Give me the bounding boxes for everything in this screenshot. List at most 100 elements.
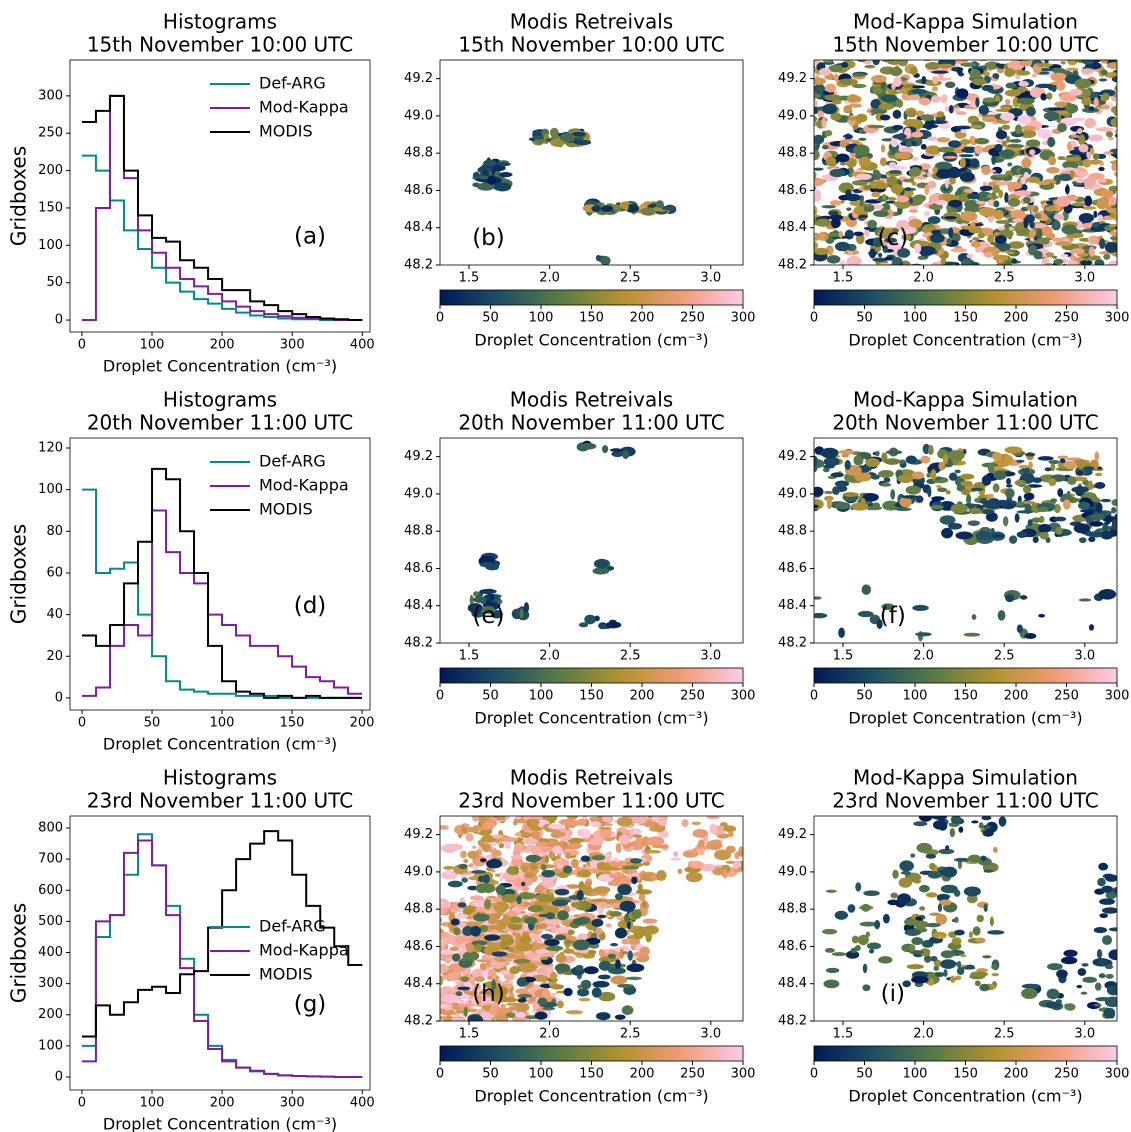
cloud-field — [532, 135, 544, 139]
cloud-field — [617, 984, 634, 988]
cloud-field — [832, 952, 847, 956]
cloud-field — [824, 94, 840, 101]
x-tick-label: 2.0 — [913, 1027, 934, 1042]
cloud-field — [1083, 466, 1095, 471]
cloud-field — [579, 998, 591, 1002]
cloud-field — [1119, 249, 1129, 257]
y-tick-label: 48.8 — [778, 902, 807, 917]
cloud-field — [960, 954, 966, 957]
cloud-field — [948, 523, 962, 530]
cloud-field — [520, 608, 524, 618]
cloud-field — [1063, 950, 1077, 957]
y-tick-label: 48.2 — [404, 636, 433, 651]
cloud-field — [633, 814, 647, 825]
x-tick-label: 1.5 — [833, 1027, 854, 1042]
cloud-field — [798, 50, 811, 61]
cloud-field — [810, 149, 820, 160]
cloud-field — [621, 939, 630, 945]
cloud-field — [1017, 510, 1034, 513]
colorbar-label: Droplet Concentration (cm⁻³) — [474, 1087, 708, 1106]
cloud-field — [445, 870, 451, 876]
cloud-field — [472, 845, 476, 848]
cloud-field — [615, 928, 627, 939]
cloud-field — [881, 144, 885, 152]
cloud-field — [563, 988, 572, 996]
cloud-field — [947, 238, 952, 245]
cloud-field — [499, 172, 513, 177]
cloud-field — [902, 495, 919, 499]
cloud-field — [524, 602, 529, 613]
cloud-field — [998, 259, 1004, 263]
cloud-field — [976, 531, 993, 540]
cloud-field — [1114, 130, 1125, 134]
cloud-field — [931, 71, 949, 74]
cloud-field — [1014, 266, 1025, 272]
cloud-field — [542, 989, 550, 999]
cloud-field — [821, 117, 826, 128]
cloud-field — [1078, 502, 1090, 510]
cloud-field — [707, 816, 720, 819]
cloud-field — [845, 460, 851, 470]
cloud-field — [496, 171, 500, 175]
cloud-field — [1016, 460, 1024, 463]
y-tick-label: 48.8 — [404, 524, 433, 539]
y-tick-label: 48.4 — [404, 220, 433, 235]
cloud-field — [960, 211, 977, 221]
cloud-field — [581, 980, 592, 990]
colorbar-tick-label: 300 — [731, 689, 756, 704]
y-tick-label: 40 — [46, 607, 63, 622]
cloud-field — [487, 976, 492, 980]
x-tick-label: 50 — [144, 716, 161, 731]
cloud-field — [906, 111, 916, 117]
cloud-field — [805, 216, 814, 219]
y-tick-label: 500 — [38, 914, 63, 929]
cloud-field — [956, 88, 968, 98]
cloud-field — [993, 210, 1004, 220]
cloud-field — [955, 126, 972, 130]
cloud-field — [1084, 196, 1092, 207]
cloud-field — [732, 869, 742, 872]
cloud-field — [929, 913, 941, 916]
cloud-field — [452, 953, 460, 961]
legend-label: Mod-Kappa — [259, 941, 349, 960]
cloud-field — [446, 972, 459, 981]
cloud-field — [599, 934, 605, 940]
cloud-field — [944, 268, 954, 275]
cloud-field — [489, 848, 493, 853]
cloud-field — [1106, 62, 1122, 69]
cloud-field — [888, 197, 897, 201]
y-tick-label: 48.4 — [778, 976, 807, 991]
cloud-field — [892, 870, 898, 879]
cloud-field — [806, 67, 811, 70]
cloud-field — [943, 454, 948, 465]
cloud-field — [808, 196, 813, 203]
colorbar-tick-label: 200 — [630, 689, 655, 704]
cloud-field — [932, 167, 938, 174]
x-tick-label: 3.0 — [700, 271, 721, 286]
x-tick-label: 2.0 — [539, 1027, 560, 1042]
cloud-field — [1067, 476, 1076, 485]
cloud-field — [1055, 527, 1062, 535]
cloud-field — [514, 866, 519, 874]
cloud-field — [579, 829, 591, 839]
cloud-field — [574, 140, 591, 145]
cloud-field — [524, 872, 535, 879]
cloud-field — [733, 861, 741, 869]
cloud-field — [460, 851, 467, 859]
x-axis-label: Droplet Concentration (cm⁻³) — [103, 1115, 337, 1132]
cloud-field — [1056, 999, 1062, 1003]
cloud-field — [490, 903, 500, 906]
cloud-field — [982, 509, 994, 514]
colorbar-tick-label: 200 — [630, 311, 655, 326]
cloud-field — [1002, 141, 1007, 147]
cloud-field — [935, 973, 944, 977]
cloud-field — [840, 162, 847, 165]
cloud-field — [910, 67, 918, 75]
colorbar — [440, 668, 743, 683]
cloud-field — [975, 980, 981, 986]
cloud-field — [960, 480, 972, 486]
cloud-field — [642, 900, 646, 908]
cloud-field — [1047, 137, 1055, 147]
x-axis-label: Droplet Concentration (cm⁻³) — [103, 357, 337, 376]
cloud-field — [1094, 259, 1104, 267]
